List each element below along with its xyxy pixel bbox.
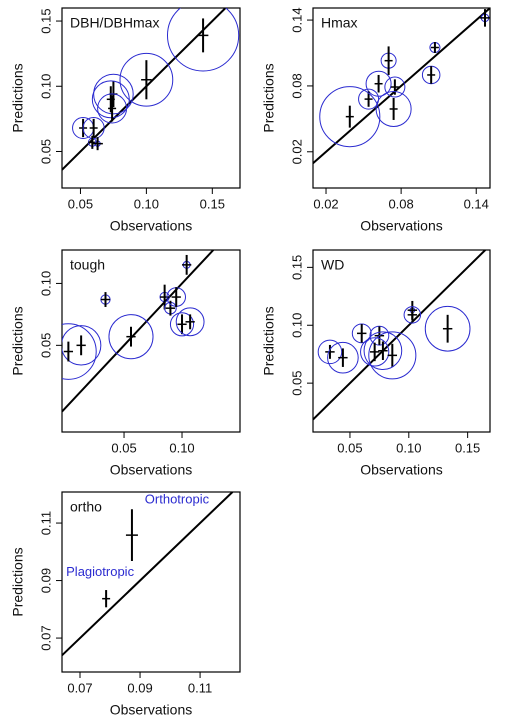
y-tick-label: 0.14	[289, 7, 304, 32]
plot-frame	[61, 7, 241, 189]
size-circle	[384, 76, 406, 98]
point-label: Plagiotropic	[66, 564, 134, 579]
size-circle	[403, 306, 422, 324]
point-label: Orthotropic	[145, 492, 210, 507]
y-tick-label: 0.09	[38, 568, 53, 593]
y-tick-label: 0.07	[38, 625, 53, 650]
size-circle	[368, 331, 417, 380]
identity-line	[62, 8, 227, 171]
x-axis-label: Observations	[360, 462, 442, 478]
size-circle	[175, 307, 205, 337]
x-axis-label: Observations	[360, 218, 442, 234]
panel: 0.07 0.09 0.11 0.07 0.09 0.11 Observations Pred…	[10, 491, 241, 715]
y-tick-label: 0.11	[38, 511, 53, 535]
identity-line	[313, 250, 486, 421]
size-circle	[62, 325, 102, 366]
x-tick-label: 0.09	[127, 680, 152, 695]
identity-line	[313, 8, 490, 164]
plot-area	[62, 8, 240, 171]
y-tick-label: 0.02	[289, 139, 304, 164]
panel-title: ortho	[70, 499, 102, 515]
plot-area	[62, 250, 215, 413]
x-tick-label: 0.05	[337, 440, 362, 455]
x-tick-label: 0.14	[464, 196, 489, 211]
plot-area	[313, 250, 486, 421]
plot-frame	[61, 249, 241, 433]
plot-area	[313, 8, 490, 164]
y-tick-label: 0.05	[289, 370, 304, 395]
x-tick-label: 0.07	[67, 680, 92, 695]
y-axis-label: Predictions	[261, 306, 277, 375]
x-tick-label: 0.10	[169, 440, 194, 455]
size-circle	[97, 93, 128, 124]
size-circle	[375, 90, 412, 128]
x-tick-label: 0.05	[68, 196, 93, 211]
panel-title: Hmax	[321, 15, 358, 31]
y-tick-label: 0.05	[38, 333, 53, 358]
panel-title: DBH/DBHmax	[70, 15, 159, 31]
identity-line	[62, 250, 215, 413]
size-circle	[369, 325, 390, 346]
y-axis-label: Predictions	[261, 63, 277, 132]
plot-frame	[61, 491, 241, 673]
y-axis-label: Predictions	[10, 63, 26, 132]
size-circle	[169, 312, 195, 337]
x-axis-label: Observations	[110, 462, 192, 478]
x-tick-label: 0.10	[396, 440, 421, 455]
plot-area	[62, 492, 234, 657]
x-tick-label: 0.15	[200, 196, 225, 211]
size-circle	[424, 305, 471, 352]
size-circle	[166, 8, 240, 72]
size-circle	[360, 337, 390, 367]
y-tick-label: 0.15	[38, 8, 53, 33]
size-circle	[91, 80, 130, 119]
x-tick-label: 0.02	[313, 196, 338, 211]
x-tick-label: 0.05	[111, 440, 136, 455]
size-circle	[351, 323, 372, 344]
y-axis-label: Predictions	[10, 306, 26, 375]
y-tick-label: 0.10	[38, 271, 53, 296]
x-tick-label: 0.15	[455, 440, 480, 455]
size-circle	[327, 341, 359, 374]
x-tick-label: 0.10	[134, 196, 159, 211]
size-circle	[93, 73, 134, 115]
panel-title: tough	[70, 257, 105, 273]
x-tick-label: 0.08	[388, 196, 413, 211]
y-tick-label: 0.15	[289, 255, 304, 280]
size-circle	[119, 52, 174, 107]
y-tick-label: 0.05	[38, 139, 53, 164]
panel: 0.05 0.10 0.15 0.05 0.10 0.15 Observations Pred…	[10, 7, 241, 234]
identity-line	[62, 492, 234, 657]
y-tick-label: 0.10	[38, 74, 53, 99]
size-circle	[363, 331, 403, 371]
size-circle	[62, 323, 97, 380]
y-tick-label: 0.08	[289, 73, 304, 98]
size-circle	[317, 339, 343, 365]
panel: 0.02 0.08 0.14 0.02 0.08 0.14 Observations Pred…	[261, 7, 491, 234]
panel: 0.05 0.10 0.05 0.10 Observations Predictions t…	[10, 249, 241, 478]
panel-title: WD	[321, 257, 344, 273]
size-circle	[319, 86, 381, 148]
y-axis-label: Predictions	[10, 547, 26, 616]
plot-frame	[312, 7, 491, 189]
size-circle	[108, 314, 154, 360]
x-tick-label: 0.11	[188, 680, 212, 695]
x-axis-label: Observations	[110, 218, 192, 234]
y-tick-label: 0.10	[289, 313, 304, 338]
panel: 0.05 0.10 0.15 0.05 0.10 0.15 Observations Pred…	[261, 249, 491, 478]
x-axis-label: Observations	[110, 702, 192, 715]
plot-frame	[312, 249, 491, 433]
